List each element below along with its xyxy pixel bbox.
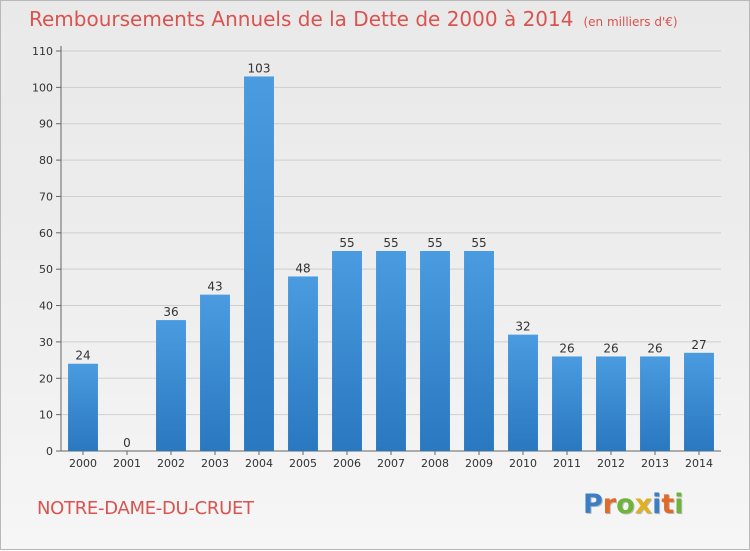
bar-2007	[376, 251, 406, 451]
x-tick-label-2009: 2009	[465, 457, 493, 470]
y-tick-label: 70	[39, 190, 53, 203]
data-label-2010: 32	[515, 320, 530, 334]
bar-2014	[684, 352, 714, 451]
data-label-2011: 26	[559, 341, 574, 355]
data-label-2007: 55	[383, 236, 398, 250]
data-label-2014: 27	[691, 338, 706, 352]
bar-2000	[68, 363, 98, 451]
chart-title-text: Remboursements Annuels de la Dette de 20…	[29, 7, 574, 31]
data-label-2012: 26	[603, 341, 618, 355]
x-tick-label-2010: 2010	[509, 457, 537, 470]
bar-2003	[200, 294, 230, 451]
bar-2010	[508, 334, 538, 451]
y-tick-label: 30	[39, 336, 53, 349]
commune-name: NOTRE-DAME-DU-CRUET	[37, 498, 254, 519]
y-tick-label: 20	[39, 372, 53, 385]
bar-2008	[420, 251, 450, 451]
y-tick-label: 0	[46, 445, 53, 458]
x-tick-label-2007: 2007	[377, 457, 405, 470]
x-tick-label-2003: 2003	[201, 457, 229, 470]
data-label-2001: 0	[123, 436, 131, 450]
logo-letter: o	[616, 489, 635, 520]
data-label-2003: 43	[207, 280, 222, 294]
bar-2013	[640, 356, 670, 451]
x-tick-label-2008: 2008	[421, 457, 449, 470]
bar-2011	[552, 356, 582, 451]
y-tick-label: 10	[39, 409, 53, 422]
data-label-2000: 24	[75, 349, 90, 363]
bar-2006	[332, 251, 362, 451]
data-label-2002: 36	[163, 305, 178, 319]
x-tick-label-2011: 2011	[553, 457, 581, 470]
data-label-2004: 103	[248, 61, 271, 75]
chart-title: Remboursements Annuels de la Dette de 20…	[29, 7, 678, 31]
logo-letter: r	[602, 489, 617, 520]
x-tick-label-2005: 2005	[289, 457, 317, 470]
logo-letter: P	[583, 489, 603, 520]
y-tick-label: 80	[39, 154, 53, 167]
x-tick-label-2014: 2014	[685, 457, 713, 470]
data-label-2013: 26	[647, 341, 662, 355]
chart-unit: (en milliers d'€)	[583, 15, 678, 29]
y-tick-label: 90	[39, 118, 53, 131]
x-tick-label-2000: 2000	[69, 457, 97, 470]
logo-letter: i	[652, 489, 662, 520]
y-tick-label: 110	[32, 45, 53, 58]
x-tick-label-2002: 2002	[157, 457, 185, 470]
logo-letter: i	[674, 489, 684, 520]
bar-2009	[464, 251, 494, 451]
x-tick-label-2001: 2001	[113, 457, 141, 470]
y-tick-label: 40	[39, 300, 53, 313]
data-label-2008: 55	[427, 236, 442, 250]
proxiti-logo: Proxiti	[583, 489, 684, 520]
bar-2005	[288, 276, 318, 451]
data-label-2009: 55	[471, 236, 486, 250]
x-tick-label-2013: 2013	[641, 457, 669, 470]
x-tick-label-2006: 2006	[333, 457, 361, 470]
bar-2002	[156, 320, 186, 451]
logo-letter: t	[661, 489, 675, 520]
y-tick-label: 60	[39, 227, 53, 240]
x-tick-label-2012: 2012	[597, 457, 625, 470]
bar-2004	[244, 76, 274, 452]
y-tick-label: 100	[32, 81, 53, 94]
data-label-2006: 55	[339, 236, 354, 250]
x-tick-label-2004: 2004	[245, 457, 273, 470]
logo-letter: x	[634, 489, 653, 520]
y-tick-label: 50	[39, 263, 53, 276]
data-label-2005: 48	[295, 261, 310, 275]
bar-2012	[596, 356, 626, 451]
